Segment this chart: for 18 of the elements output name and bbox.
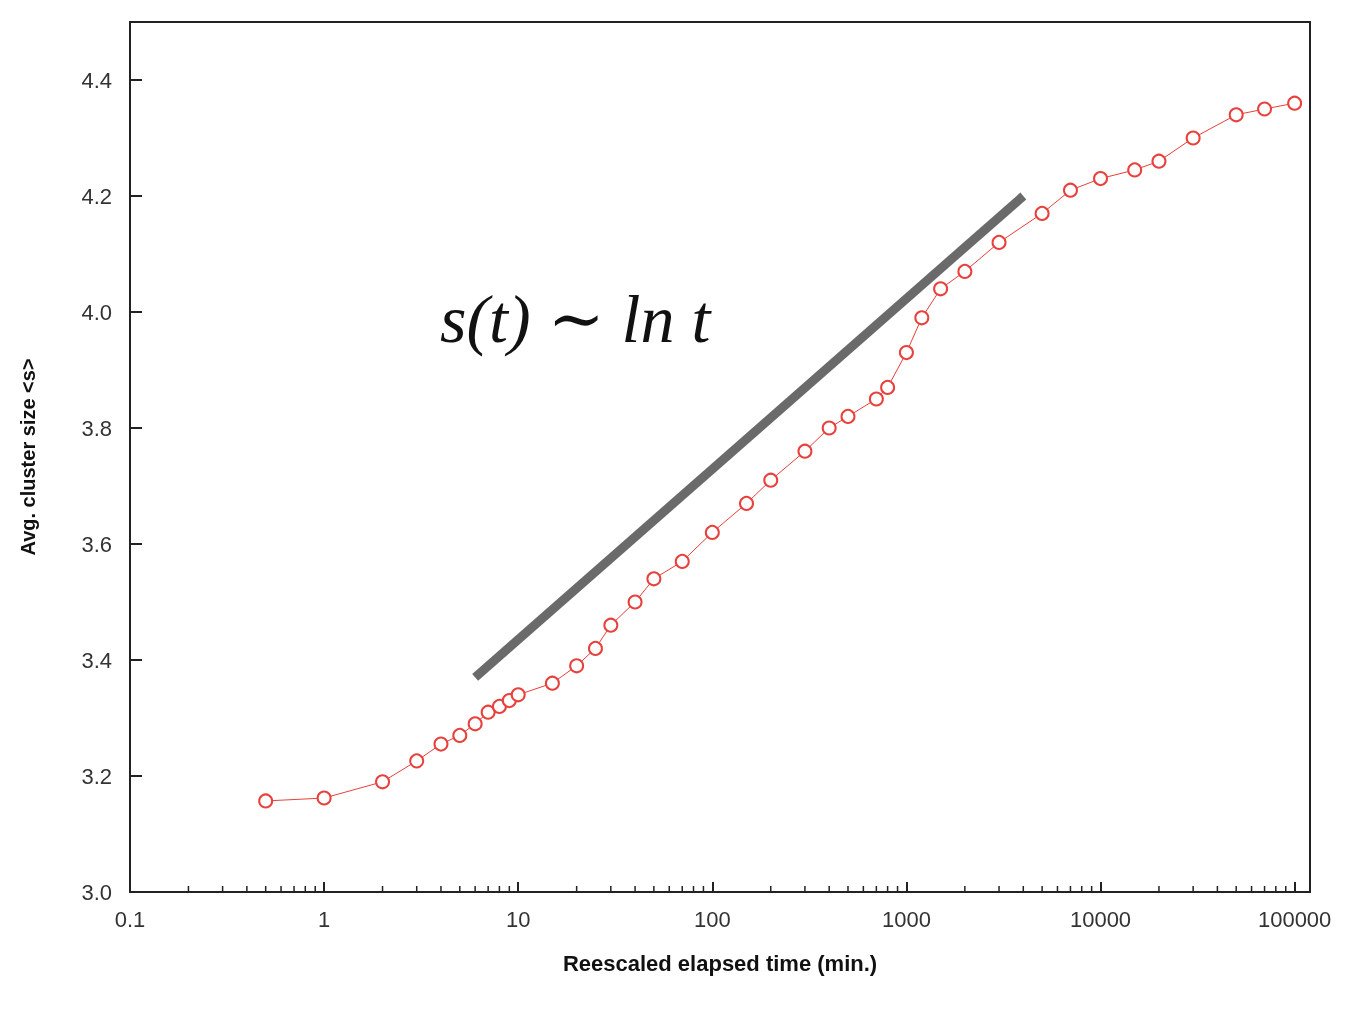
y-tick-label: 3.8 [81, 415, 112, 441]
x-tick-label: 1000 [881, 906, 931, 932]
x-axis-title: Reescaled elapsed time (min.) [562, 950, 878, 976]
x-tick-label: 1 [317, 906, 331, 932]
y-tick-label: 4.0 [81, 299, 112, 325]
x-tick-label: 100000 [1257, 906, 1332, 932]
y-axis-title: Avg. cluster size <s> [17, 358, 39, 556]
annotation: s(t) ∼ ln t [440, 281, 713, 357]
x-tick-label: 10000 [1069, 906, 1132, 932]
x-tick-label: 10 [505, 906, 531, 932]
y-tick-label: 3.6 [81, 531, 112, 557]
y-tick-label: 3.2 [81, 763, 112, 789]
y-tick-label: 3.0 [81, 879, 112, 905]
x-tick-label: 100 [693, 906, 731, 932]
y-tick-label: 4.2 [81, 183, 112, 209]
x-tick-label: 0.1 [114, 906, 146, 932]
y-tick-label: 4.4 [81, 67, 112, 93]
y-tick-label: 3.4 [81, 647, 112, 673]
